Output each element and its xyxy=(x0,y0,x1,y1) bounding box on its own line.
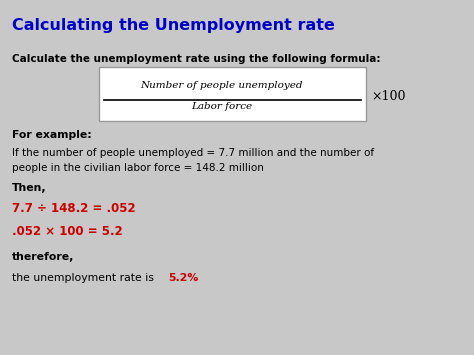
Text: Number of people unemployed: Number of people unemployed xyxy=(141,81,303,90)
Text: Calculating the Unemployment rate: Calculating the Unemployment rate xyxy=(12,18,335,33)
Text: For example:: For example: xyxy=(12,130,92,140)
Text: .052 × 100 = 5.2: .052 × 100 = 5.2 xyxy=(12,225,123,238)
FancyBboxPatch shape xyxy=(99,67,366,121)
Text: people in the civilian labor force = 148.2 million: people in the civilian labor force = 148… xyxy=(12,163,264,173)
Text: the unemployment rate is: the unemployment rate is xyxy=(12,273,157,283)
Text: 7.7 ÷ 148.2 = .052: 7.7 ÷ 148.2 = .052 xyxy=(12,202,136,215)
Text: therefore,: therefore, xyxy=(12,252,74,262)
Text: ×100: ×100 xyxy=(371,90,405,103)
Text: 5.2%: 5.2% xyxy=(168,273,199,283)
Text: Calculate the unemployment rate using the following formula:: Calculate the unemployment rate using th… xyxy=(12,54,381,64)
Text: If the number of people unemployed = 7.7 million and the number of: If the number of people unemployed = 7.7… xyxy=(12,148,374,158)
Text: Then,: Then, xyxy=(12,183,46,193)
Text: Labor force: Labor force xyxy=(191,102,253,111)
